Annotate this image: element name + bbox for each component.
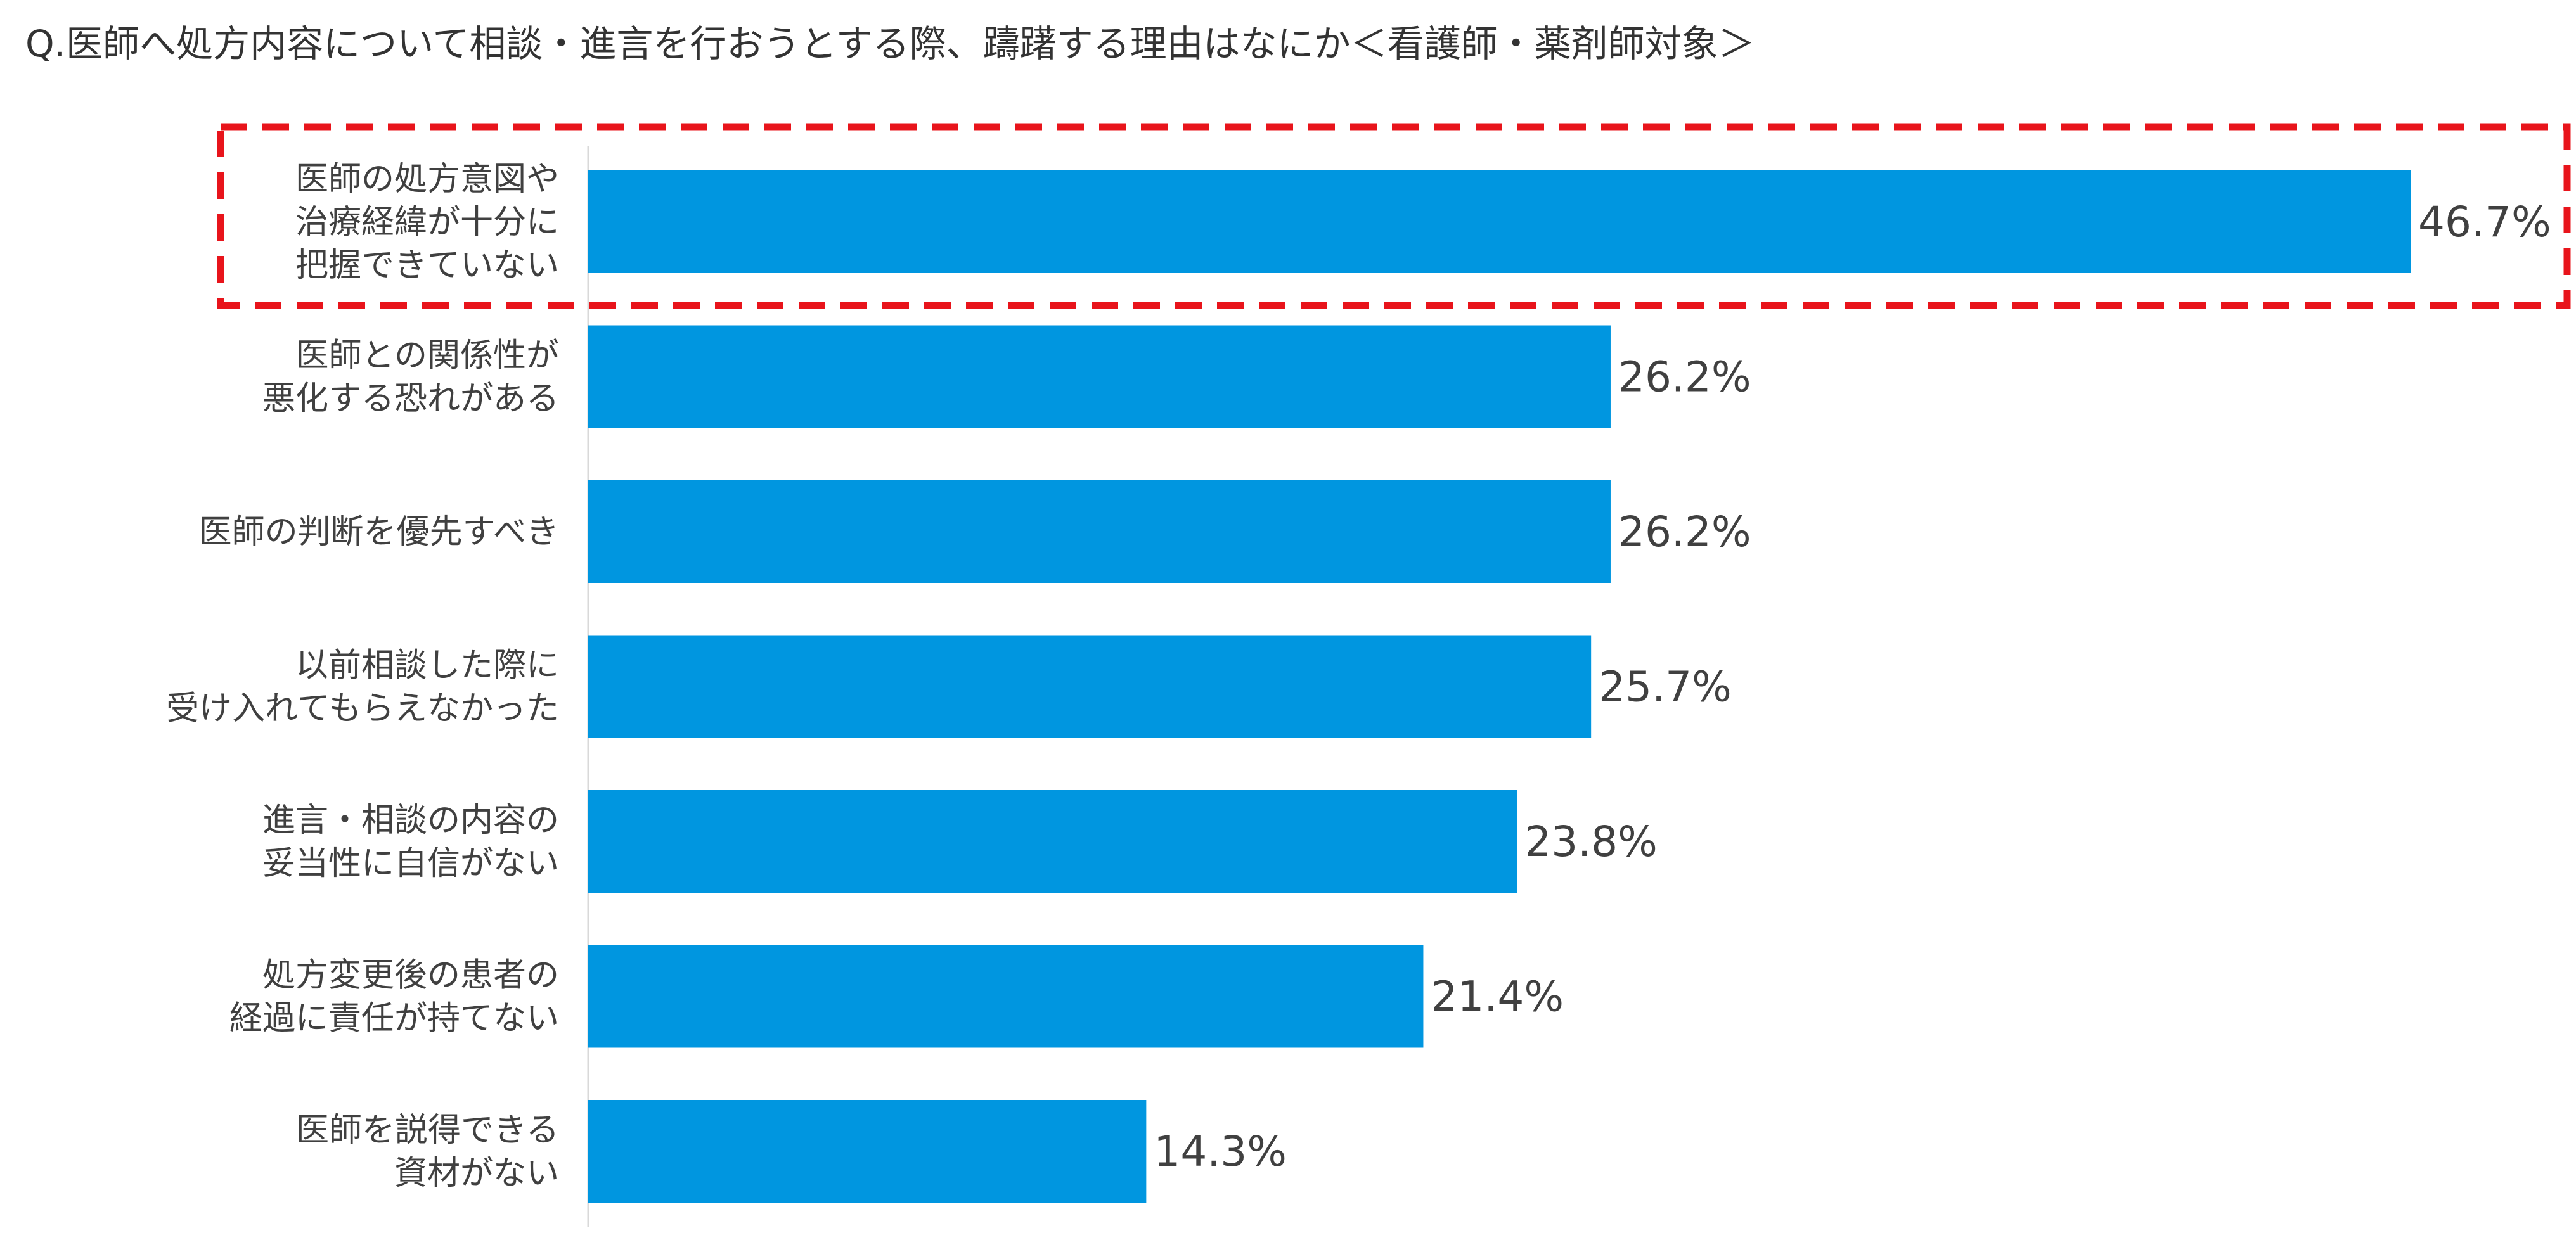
category-label-line: 医師を説得できる <box>296 1111 559 1149</box>
value-label-0: 46.7% <box>2418 198 2551 246</box>
category-label-line: 治療経緯が十分に <box>295 203 559 241</box>
bar-5 <box>588 945 1424 1048</box>
value-label-5: 21.4% <box>1431 973 1564 1021</box>
category-label-line: 医師の処方意図や <box>295 160 559 198</box>
category-label-line: 経過に責任が持てない <box>229 1000 559 1038</box>
category-label-2: 医師の判断を優先すべき <box>199 513 559 551</box>
value-label-3: 25.7% <box>1599 663 1732 712</box>
category-label-5: 処方変更後の患者の経過に責任が持てない <box>229 957 559 1038</box>
category-label-line: 医師の判断を優先すべき <box>199 513 559 551</box>
bar-2 <box>588 480 1611 583</box>
bar-6 <box>588 1100 1147 1203</box>
value-label-4: 23.8% <box>1524 817 1658 866</box>
category-label-line: 以前相談した際に <box>295 647 559 685</box>
category-label-line: 処方変更後の患者の <box>262 957 559 995</box>
category-label-line: 把握できていない <box>295 246 559 284</box>
category-label-line: 進言・相談の内容の <box>262 802 559 840</box>
category-label-1: 医師との関係性が悪化する恐れがある <box>262 337 559 418</box>
bar-1 <box>588 325 1611 428</box>
category-label-4: 進言・相談の内容の妥当性に自信がない <box>262 802 559 883</box>
category-label-line: 資材がない <box>394 1154 559 1192</box>
bar-0 <box>588 170 2411 273</box>
category-label-line: 受け入れてもらえなかった <box>166 690 559 728</box>
category-label-0: 医師の処方意図や治療経緯が十分に把握できていない <box>295 160 559 284</box>
bar-3 <box>588 635 1592 738</box>
category-label-line: 悪化する恐れがある <box>262 380 559 418</box>
highlight-box <box>217 123 2571 309</box>
chart-title: Q.医師へ処方内容について相談・進言を行おうとする際、躊躇する理由はなにか＜看護… <box>25 22 1755 65</box>
category-label-line: 医師との関係性が <box>296 337 559 375</box>
category-label-3: 以前相談した際に受け入れてもらえなかった <box>166 647 559 728</box>
value-label-6: 14.3% <box>1154 1127 1287 1176</box>
category-label-line: 妥当性に自信がない <box>262 845 559 883</box>
value-label-2: 26.2% <box>1618 508 1751 556</box>
category-label-6: 医師を説得できる資材がない <box>296 1111 559 1192</box>
bar-4 <box>588 790 1517 893</box>
value-label-1: 26.2% <box>1618 353 1751 402</box>
